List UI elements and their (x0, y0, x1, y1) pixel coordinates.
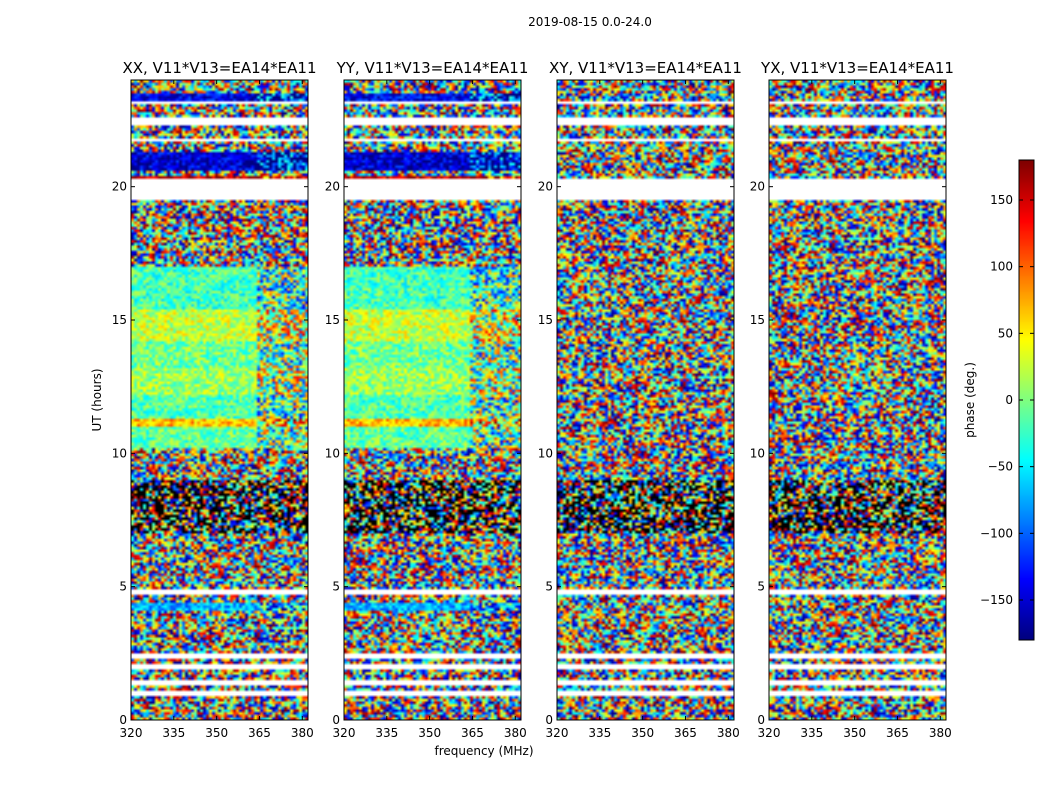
y-tick-label: 15 (112, 313, 127, 327)
x-tick-label: 320 (546, 726, 569, 740)
x-tick-label: 365 (886, 726, 909, 740)
heatmap-image (344, 80, 521, 720)
y-tick-label: 20 (112, 180, 127, 194)
y-tick-label: 10 (538, 446, 553, 460)
y-tick-label: 5 (545, 580, 553, 594)
x-tick-label: 380 (717, 726, 740, 740)
y-tick-label: 15 (325, 313, 340, 327)
panel-title: XX, V11*V13=EA14*EA11 (122, 59, 316, 77)
panel-2: XY, V11*V13=EA14*EA11 320 335 350 365 380 0 5 10… (538, 59, 742, 740)
panel-frame (556, 79, 735, 721)
panel-frame (343, 79, 522, 721)
y-tick-label: 15 (750, 313, 765, 327)
x-tick-label: 365 (674, 726, 697, 740)
x-tick-label: 335 (588, 726, 611, 740)
y-tick-label: 20 (325, 180, 340, 194)
y-tick-label: 10 (750, 446, 765, 460)
colorbar-tick-label: −50 (988, 460, 1013, 474)
colorbar-tick-label: −150 (980, 593, 1013, 607)
x-tick-label: 320 (758, 726, 781, 740)
colorbar-tick-label: 150 (990, 193, 1013, 207)
x-tick-label: 320 (333, 726, 356, 740)
y-tick-label: 10 (112, 446, 127, 460)
figure-title: 2019-08-15 0.0-24.0 (528, 15, 652, 29)
x-tick-label: 380 (504, 726, 527, 740)
y-axis-label: UT (hours) (90, 368, 104, 431)
heatmap-image (769, 80, 946, 720)
colorbar-label: phase (deg.) (963, 362, 977, 438)
x-tick-label: 350 (631, 726, 654, 740)
y-tick-label: 0 (757, 713, 765, 727)
heatmap-image (557, 80, 734, 720)
colorbar-tick-label: 50 (998, 326, 1013, 340)
y-tick-label: 0 (545, 713, 553, 727)
panel-title: XY, V11*V13=EA14*EA11 (549, 59, 742, 77)
x-tick-label: 335 (162, 726, 185, 740)
panel-title: YX, V11*V13=EA14*EA11 (760, 59, 954, 77)
y-tick-label: 0 (332, 713, 340, 727)
panel-frame (768, 79, 947, 721)
x-tick-label: 320 (120, 726, 143, 740)
x-tick-label: 365 (461, 726, 484, 740)
y-tick-label: 15 (538, 313, 553, 327)
y-tick-label: 20 (750, 180, 765, 194)
colorbar-gradient (1019, 160, 1034, 640)
x-tick-label: 350 (843, 726, 866, 740)
heatmap-image (131, 80, 308, 720)
colorbar-tick-label: 100 (990, 260, 1013, 274)
panels: XX, V11*V13=EA14*EA11 320 335 350 365 380 0 5 10… (112, 59, 954, 740)
colorbar-tick-label: −100 (980, 526, 1013, 540)
x-tick-label: 380 (291, 726, 314, 740)
y-tick-label: 10 (325, 446, 340, 460)
colorbar-tick-label: 0 (1005, 393, 1013, 407)
panel-0: XX, V11*V13=EA14*EA11 320 335 350 365 380 0 5 10… (112, 59, 317, 740)
y-tick-label: 5 (119, 580, 127, 594)
x-tick-label: 380 (929, 726, 952, 740)
panel-frame (130, 79, 309, 721)
y-tick-label: 5 (332, 580, 340, 594)
panel-3: YX, V11*V13=EA14*EA11 320 335 350 365 380 0 5 10… (750, 59, 954, 740)
panel-1: YY, V11*V13=EA14*EA11 320 335 350 365 380 0 5 10… (325, 59, 529, 740)
y-tick-label: 20 (538, 180, 553, 194)
x-tick-label: 350 (418, 726, 441, 740)
x-tick-label: 335 (800, 726, 823, 740)
colorbar: −150 −100 −50 0 50 100 150 (980, 159, 1035, 641)
x-tick-label: 350 (205, 726, 228, 740)
x-axis-label: frequency (MHz) (434, 744, 533, 758)
x-tick-label: 335 (375, 726, 398, 740)
y-tick-label: 0 (119, 713, 127, 727)
x-tick-label: 365 (248, 726, 271, 740)
y-tick-label: 5 (757, 580, 765, 594)
panel-title: YY, V11*V13=EA14*EA11 (336, 59, 529, 77)
